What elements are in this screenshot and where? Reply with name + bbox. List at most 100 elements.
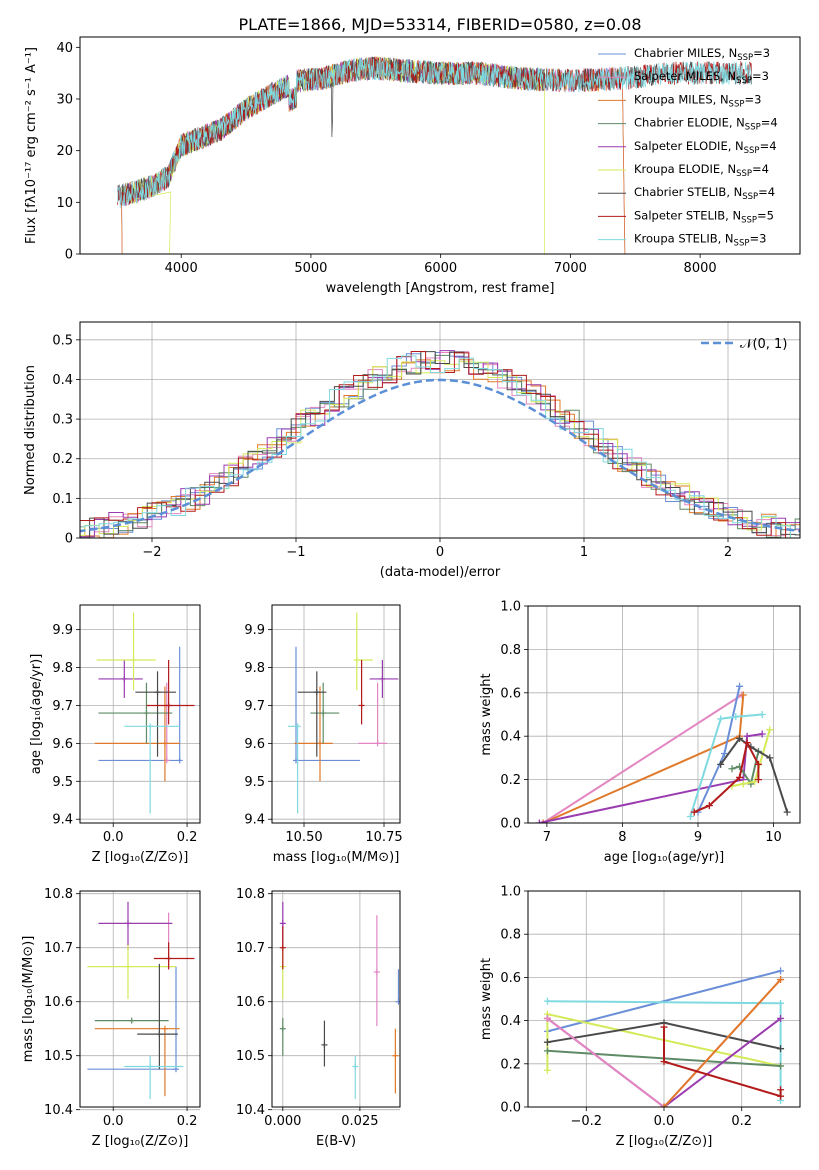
- panel-age_vs_Z: 0.0 0.2 9.4 9.5 9.6 9.7 9.8 9.9 Z [log₁₀(Z/Z⊙)] a…: [29, 604, 201, 865]
- legend-suffix: =4: [752, 162, 769, 176]
- legend-label-kroupa_miles: Kroupa MILES, NSSP=3: [634, 92, 761, 109]
- y-tick-label: 10.5: [44, 1049, 73, 1064]
- weight-line-chabrier_elodie: [731, 751, 760, 787]
- weight-marker-salpeter_stelib: [660, 1058, 668, 1066]
- y-tick-label: 9.9: [52, 623, 73, 638]
- spectrum-line-kroupa_stelib: [117, 56, 753, 209]
- x-tick-label: 8000: [684, 261, 717, 276]
- weight-line-chabrier_miles: [547, 969, 781, 1033]
- y-tick-label: 9.8: [244, 661, 265, 676]
- x-axis-label: E(B-V): [316, 1134, 356, 1149]
- weight-marker-chabrier_miles: [777, 967, 785, 975]
- weight-marker-chabrier_elodie: [543, 1047, 551, 1055]
- errorbar-salpeter_elodie: [98, 901, 173, 951]
- weight-marker-kroupa_elodie: [739, 780, 747, 788]
- errorbar-salpeter_stelib: [279, 926, 286, 970]
- y-tick-label: 0.6: [500, 971, 521, 986]
- legend-sub: SSP: [729, 99, 745, 109]
- legend-label-kroupa_elodie: Kroupa ELODIE, NSSP=4: [634, 162, 769, 179]
- errorbar-kroupa_stelib: [288, 723, 301, 814]
- weight-marker-salpeter_elodie: [535, 819, 543, 823]
- x-tick-label: 4000: [165, 261, 198, 276]
- legend-suffix: =5: [757, 208, 774, 222]
- panel-mass_vs_ebv: 0.000 0.025 10.4 10.5 10.6 10.7 10.8 E(B-V): [236, 887, 401, 1149]
- panel-mass_vs_Z: 0.0 0.2 10.4 10.5 10.6 10.7 10.8 Z [log₁₀(Z/Z⊙)…: [21, 887, 201, 1149]
- errorbar-chabrier_stelib: [297, 671, 327, 757]
- legend-label-salpeter_stelib: Salpeter STELIB, NSSP=5: [634, 208, 774, 225]
- weight-marker-chabrier_stelib: [717, 760, 725, 768]
- axes-frame: [79, 604, 201, 824]
- panel-residuals: −2 −1 0 1 2 0 0.1 0.2 0.3 0.4 0.5 (data-model)/erro…: [23, 321, 801, 580]
- y-tick-label: 9.7: [52, 699, 73, 714]
- histogram-kroupa_stelib: [80, 355, 800, 538]
- x-tick-label: 0.2: [731, 1114, 752, 1129]
- weight-line-chabrier_stelib: [719, 736, 789, 813]
- weight-marker-chabrier_stelib: [736, 734, 744, 742]
- x-tick-label: 0: [436, 545, 444, 560]
- legend-label-salpeter_miles: Salpeter MILES, NSSP=3: [634, 69, 769, 86]
- y-axis-label: mass weight: [479, 673, 494, 755]
- weight-marker-kroupa_miles: [739, 691, 747, 699]
- legend-suffix: =3: [752, 69, 769, 83]
- legend-sub: SSP: [744, 146, 760, 156]
- errorbar-salpeter_miles: [373, 915, 380, 1026]
- axes-frame: [527, 890, 801, 1108]
- y-tick-label: 0.4: [500, 730, 521, 745]
- errorbar-kroupa_elodie: [96, 612, 156, 691]
- x-tick-label: 5000: [294, 261, 327, 276]
- legend-suffix: =3: [753, 46, 770, 60]
- x-tick-label: 10: [765, 830, 782, 845]
- y-tick-label: 10.4: [44, 1103, 73, 1118]
- errorbar-salpeter_elodie: [98, 659, 143, 698]
- weight-marker-kroupa_elodie: [751, 778, 759, 786]
- x-tick-label: 0.0: [654, 1114, 675, 1129]
- weight-marker-salpeter_elodie: [777, 1014, 785, 1022]
- errorbar-chabrier_miles: [87, 966, 179, 1073]
- errorbar-chabrier_elodie: [94, 1017, 169, 1024]
- x-tick-label: 2: [724, 545, 732, 560]
- weight-marker-salpeter_stelib: [743, 739, 751, 747]
- y-tick-label: 0.8: [500, 928, 521, 943]
- y-tick-label: 0.0: [500, 817, 521, 832]
- axes-frame: [79, 36, 801, 255]
- weight-marker-salpeter_stelib: [736, 773, 744, 781]
- weight-marker-kroupa_stelib: [758, 711, 766, 718]
- y-tick-label: 9.7: [244, 699, 265, 714]
- legend-label-chabrier_stelib: Chabrier STELIB, NSSP=4: [634, 185, 775, 202]
- x-tick-label: 0.2: [177, 830, 198, 845]
- y-tick-label: 10.8: [44, 887, 73, 902]
- errorbar-kroupa_elodie: [87, 945, 176, 999]
- y-tick-label: 10.4: [236, 1103, 265, 1118]
- weight-marker-salpeter_stelib: [777, 1086, 785, 1094]
- y-tick-label: 9.8: [52, 661, 73, 676]
- y-tick-label: 0.8: [500, 643, 521, 658]
- y-tick-label: 1.0: [500, 600, 521, 615]
- y-tick-label: 0.0: [500, 1101, 521, 1116]
- weight-marker-kroupa_stelib: [543, 997, 551, 1005]
- x-tick-label: 10.75: [365, 830, 402, 845]
- panel-age_vs_mass: 10.50 10.75 9.4 9.5 9.6 9.7 9.8 9.9 mass [log₁₀(…: [244, 604, 403, 865]
- plot-area: [279, 901, 400, 1099]
- normal-curve: [80, 378, 800, 533]
- plot-area: [80, 350, 800, 538]
- y-tick-label: 10.7: [236, 941, 265, 956]
- y-tick-label: 0: [65, 248, 73, 263]
- y-tick-label: 9.4: [244, 813, 265, 828]
- x-axis-label: (data-model)/error: [380, 565, 501, 580]
- y-axis-label: age [log₁₀(age/yr)]: [29, 654, 44, 775]
- x-tick-label: 10.50: [285, 830, 322, 845]
- y-tick-label: 9.6: [244, 737, 265, 752]
- x-tick-label: 9: [694, 830, 702, 845]
- legend-suffix: =4: [760, 139, 777, 153]
- y-tick-label: 0: [65, 532, 73, 547]
- errorbar-chabrier_miles: [395, 969, 400, 1005]
- legend-sub: SSP: [742, 192, 758, 202]
- errorbar-chabrier_stelib: [137, 963, 178, 1070]
- legend-label-chabrier_elodie: Chabrier ELODIE, NSSP=4: [634, 116, 778, 133]
- y-tick-label: 0.2: [500, 1057, 521, 1072]
- y-tick-label: 0.2: [500, 773, 521, 788]
- y-tick-label: 0.1: [52, 492, 73, 507]
- errorbar-chabrier_elodie: [98, 682, 173, 744]
- y-axis-label: Normed distribution: [23, 365, 38, 495]
- weight-line-salpeter_elodie: [539, 733, 763, 823]
